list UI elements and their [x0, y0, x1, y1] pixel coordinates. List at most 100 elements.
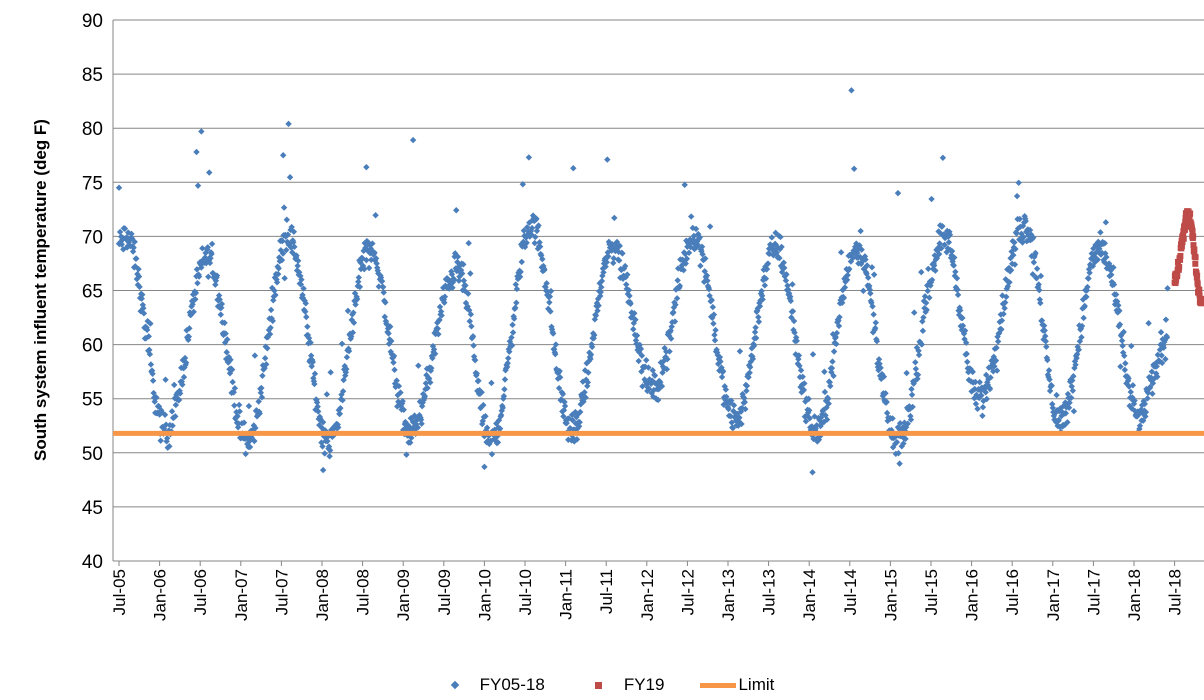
point-fy05-18 — [259, 372, 266, 379]
point-fy05-18 — [883, 409, 891, 417]
point-fy05-18 — [1064, 419, 1071, 426]
point-fy05-18 — [1063, 400, 1071, 407]
x-tick-label: Jul-18 — [1166, 569, 1185, 615]
point-fy05-18 — [1020, 233, 1027, 241]
point-fy05-18 — [559, 390, 567, 398]
point-fy05-18 — [1128, 342, 1135, 350]
point-fy05-18 — [516, 273, 524, 281]
point-fy05-18 — [804, 409, 812, 416]
point-fy05-18 — [1019, 222, 1027, 230]
point-fy05-18 — [1033, 275, 1040, 282]
point-fy05-18 — [983, 395, 990, 403]
point-fy05-18 — [1094, 256, 1101, 263]
point-fy05-18 — [1038, 317, 1046, 324]
point-fy05-18 — [150, 389, 157, 397]
point-fy05-18 — [245, 402, 253, 410]
point-fy05-18 — [284, 231, 292, 238]
point-fy05-18 — [541, 266, 548, 274]
point-fy05-18 — [453, 207, 460, 214]
point-fy05-18 — [764, 260, 772, 267]
point-fy05-18 — [526, 233, 534, 240]
point-fy05-18 — [480, 401, 487, 409]
point-fy05-18 — [1011, 261, 1019, 268]
point-fy05-18 — [914, 375, 921, 382]
point-fy05-18 — [1068, 394, 1075, 402]
point-fy05-18 — [805, 395, 812, 403]
point-fy05-18 — [257, 389, 265, 396]
point-fy05-18 — [236, 408, 243, 415]
point-fy05-18 — [532, 233, 539, 241]
point-fy05-18 — [1040, 322, 1048, 329]
x-tick-label: Jan-17 — [1044, 569, 1063, 621]
point-fy05-18 — [319, 443, 326, 450]
point-fy05-18 — [971, 394, 978, 402]
point-fy05-18 — [520, 238, 527, 246]
legend-item-fy05-18: FY05-18 — [430, 675, 545, 695]
point-fy05-18 — [720, 401, 727, 408]
point-fy05-18 — [185, 333, 193, 340]
point-fy05-18 — [836, 313, 843, 321]
point-fy05-18 — [604, 156, 611, 163]
point-fy05-18 — [736, 348, 744, 355]
point-fy05-18 — [950, 262, 957, 269]
point-fy05-18 — [337, 404, 344, 412]
point-fy05-18 — [1053, 391, 1060, 399]
point-fy05-18 — [470, 342, 477, 349]
point-fy05-18 — [999, 292, 1006, 299]
point-fy05-18 — [531, 239, 538, 247]
y-axis-title: South system influent temperature (deg F… — [31, 119, 50, 461]
point-fy05-18 — [563, 419, 570, 427]
point-fy05-18 — [1019, 239, 1026, 246]
point-fy05-18 — [408, 434, 415, 442]
point-fy05-18 — [1089, 262, 1097, 270]
point-fy05-18 — [661, 344, 668, 352]
gridlines — [113, 19, 1204, 508]
point-fy05-18 — [590, 335, 597, 342]
point-fy05-18 — [482, 413, 489, 420]
point-fy05-18 — [431, 350, 439, 357]
point-fy05-18 — [583, 360, 590, 367]
point-fy05-18 — [519, 181, 527, 188]
y-tick-label: 85 — [82, 65, 103, 86]
point-fy05-18 — [664, 355, 671, 363]
point-fy05-18 — [1162, 355, 1169, 363]
point-fy05-18 — [738, 420, 745, 428]
point-fy05-18 — [393, 377, 400, 384]
point-fy05-18 — [473, 370, 481, 377]
point-fy05-18 — [830, 348, 838, 355]
point-fy05-18 — [952, 268, 959, 276]
point-fy05-18 — [953, 275, 961, 282]
point-fy05-18 — [462, 282, 469, 289]
point-fy05-18 — [267, 324, 274, 331]
point-fy05-18 — [997, 311, 1005, 318]
point-fy05-18 — [806, 407, 813, 414]
point-fy05-18 — [235, 401, 243, 409]
point-fy05-18 — [255, 398, 262, 405]
point-fy05-18 — [963, 350, 970, 358]
point-fy05-18 — [267, 306, 275, 314]
point-fy19 — [1189, 227, 1196, 234]
point-fy05-18 — [649, 377, 656, 384]
point-fy05-18 — [231, 402, 238, 409]
point-fy05-18 — [547, 308, 554, 315]
point-fy05-18 — [900, 440, 907, 447]
point-fy05-18 — [326, 447, 334, 454]
point-fy05-18 — [1136, 422, 1144, 429]
point-fy05-18 — [279, 250, 287, 257]
point-fy05-18 — [768, 234, 776, 241]
point-fy05-18 — [222, 330, 229, 337]
point-fy05-18 — [770, 252, 777, 259]
x-tick-label: Jul-12 — [678, 569, 697, 615]
point-fy05-18 — [593, 299, 601, 307]
point-fy05-18 — [1154, 373, 1161, 380]
x-tick-label: Jan-09 — [394, 569, 413, 621]
point-fy05-18 — [600, 269, 607, 276]
point-fy05-18 — [936, 240, 943, 247]
point-fy05-18 — [1127, 388, 1134, 396]
point-fy05-18 — [212, 281, 219, 288]
point-fy05-18 — [678, 265, 685, 273]
point-fy05-18 — [848, 87, 855, 94]
point-fy05-18 — [704, 277, 711, 284]
point-fy05-18 — [846, 265, 853, 273]
